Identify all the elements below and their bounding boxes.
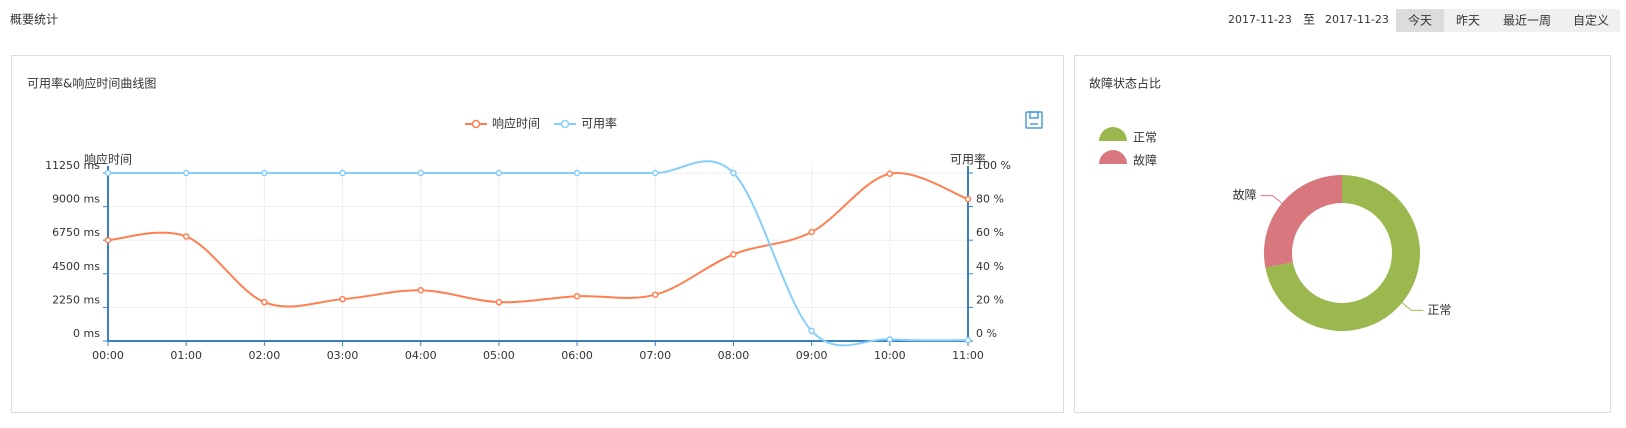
y-tick-label: 9000 ms: [52, 193, 100, 206]
line-panel: [11, 55, 1064, 413]
data-point: [886, 336, 894, 343]
range-button[interactable]: [1396, 9, 1444, 32]
data-point: [261, 169, 268, 177]
slice-label: 正常: [1427, 303, 1451, 317]
y2-tick-label: 0 %: [976, 327, 997, 340]
legend-label: 响应时间: [492, 116, 540, 131]
data-point: [652, 291, 659, 298]
data-point: [182, 233, 190, 240]
data-point: [339, 295, 346, 303]
y-tick-label: 6750 ms: [52, 226, 100, 239]
y2-axis-title: 可用率: [950, 152, 986, 167]
x-tick-label: 05:00: [483, 349, 515, 362]
x-tick-label: 09:00: [796, 349, 828, 362]
data-point: [261, 298, 268, 306]
legend-dot: [560, 119, 570, 129]
x-tick-label: 06:00: [561, 349, 593, 362]
pie-chart-title: 故障状态占比: [1089, 76, 1161, 91]
data-point: [808, 228, 815, 236]
x-tick-label: 04:00: [405, 349, 437, 362]
legend-label: 故障: [1133, 153, 1157, 168]
y-tick-label: 0 ms: [73, 327, 100, 340]
range-button[interactable]: [1492, 9, 1562, 32]
range-button-label[interactable]: 昨天: [1456, 14, 1480, 28]
data-point: [808, 327, 815, 335]
save-icon[interactable]: [1025, 111, 1043, 129]
y-axis-title: 响应时间: [84, 152, 132, 167]
x-tick-label: 02:00: [249, 349, 281, 362]
y2-tick-label: 40 %: [976, 260, 1004, 273]
series-line: [107, 172, 969, 308]
data-point: [573, 292, 581, 300]
y-tick-label: 11250 ms: [45, 159, 100, 172]
legend-dot: [471, 119, 481, 129]
data-point: [652, 169, 659, 177]
data-point: [182, 169, 190, 177]
legend-icon: [1099, 127, 1127, 141]
range-button-label[interactable]: 自定义: [1573, 13, 1609, 28]
slice-label: 故障: [1233, 187, 1257, 202]
x-tick-label: 00:00: [92, 349, 124, 362]
data-point: [730, 251, 737, 258]
series-line: [108, 160, 969, 347]
x-tick-label: 11:00: [952, 349, 984, 362]
pie-slice: [1264, 175, 1342, 268]
data-point: [964, 195, 972, 203]
y-tick-label: 2250 ms: [52, 293, 100, 306]
data-point: [417, 286, 424, 294]
y2-tick-label: 60 %: [976, 226, 1004, 239]
pie-slice: [1265, 174, 1421, 331]
range-button-label[interactable]: 今天: [1408, 13, 1432, 28]
range-button[interactable]: [1562, 9, 1620, 32]
data-point: [730, 169, 737, 177]
legend-label: 正常: [1133, 131, 1157, 145]
data-point: [886, 170, 894, 177]
label-line: [1401, 302, 1424, 311]
data-point: [964, 336, 972, 344]
y2-tick-label: 100 %: [976, 159, 1011, 172]
data-point: [495, 169, 503, 177]
data-point: [417, 169, 424, 177]
pie-panel: [1074, 55, 1611, 413]
x-tick-label: 01:00: [170, 349, 202, 362]
x-tick-label: 10:00: [874, 349, 906, 362]
label-line: [1260, 195, 1283, 204]
date-to: 2017-11-23: [1325, 13, 1389, 26]
data-point: [573, 169, 581, 177]
date-separator: 至: [1303, 13, 1315, 27]
data-point: [339, 169, 346, 177]
legend-icon: [1099, 150, 1127, 164]
legend-label: 可用率: [581, 116, 617, 131]
data-point: [495, 298, 503, 306]
range-button[interactable]: [1444, 9, 1492, 32]
x-tick-label: 03:00: [327, 349, 359, 362]
range-button-label[interactable]: 最近一周: [1503, 14, 1551, 28]
page-title: 概要统计: [10, 13, 58, 27]
y-tick-label: 4500 ms: [52, 260, 100, 273]
y2-tick-label: 20 %: [976, 293, 1004, 306]
y2-tick-label: 80 %: [976, 193, 1004, 206]
x-tick-label: 08:00: [718, 349, 750, 362]
data-point: [104, 236, 112, 244]
line-chart-title: 可用率&响应时间曲线图: [27, 76, 156, 91]
x-tick-label: 07:00: [639, 349, 671, 362]
date-from: 2017-11-23: [1228, 13, 1292, 26]
data-point: [104, 169, 112, 177]
